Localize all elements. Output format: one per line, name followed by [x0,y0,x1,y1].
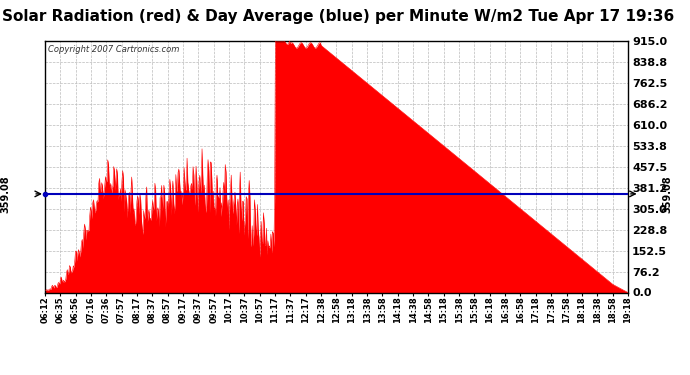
Text: 359.08: 359.08 [662,175,673,213]
Text: Copyright 2007 Cartronics.com: Copyright 2007 Cartronics.com [48,45,179,54]
Text: 359.08: 359.08 [0,175,10,213]
Text: Solar Radiation (red) & Day Average (blue) per Minute W/m2 Tue Apr 17 19:36: Solar Radiation (red) & Day Average (blu… [2,9,674,24]
